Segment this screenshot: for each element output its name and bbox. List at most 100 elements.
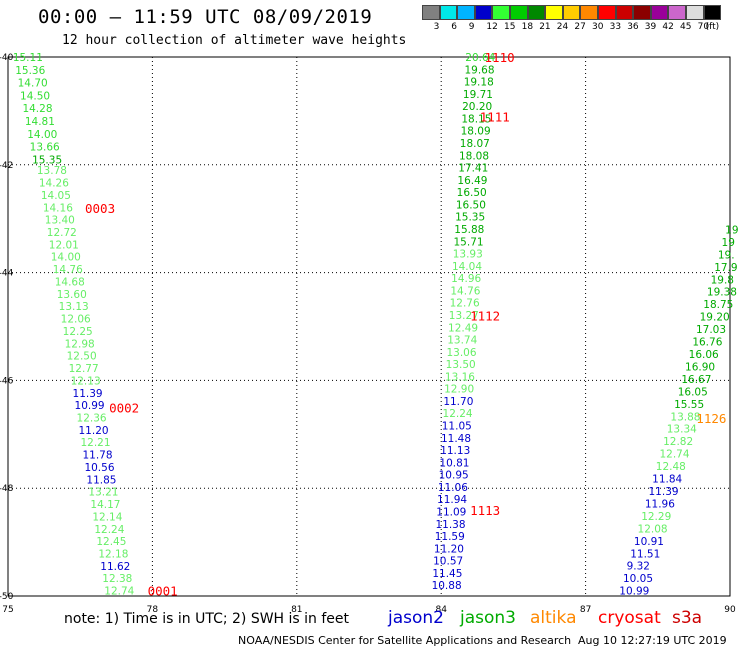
swh-value: 18.75 bbox=[703, 299, 733, 311]
swh-value: 11.59 bbox=[435, 531, 465, 543]
swh-value: 12.13 bbox=[71, 375, 101, 387]
colorbar-label: 27 bbox=[574, 22, 586, 32]
plot-frame bbox=[7, 56, 731, 597]
swh-value: 19.18 bbox=[464, 77, 494, 89]
time-label: 1113 bbox=[470, 503, 500, 518]
swh-value: 14.96 bbox=[451, 273, 481, 285]
swh-value: 13.74 bbox=[447, 335, 477, 347]
swh-value: 19.20 bbox=[700, 312, 730, 324]
colorbar-label: 15 bbox=[504, 22, 516, 32]
swh-value: 10.99 bbox=[619, 586, 649, 598]
swh-value: 12.49 bbox=[448, 322, 478, 334]
swh-value: 15.36 bbox=[15, 65, 45, 77]
swh-value: 18.08 bbox=[459, 150, 489, 162]
colorbar-swatch bbox=[492, 5, 510, 20]
swh-value: 12.76 bbox=[450, 298, 480, 310]
swh-value: 13.21 bbox=[88, 487, 118, 499]
swh-value: 13.40 bbox=[45, 215, 75, 227]
colorbar-swatch bbox=[580, 5, 598, 20]
x-tick-label: 84 bbox=[435, 605, 447, 615]
swh-value: 10.05 bbox=[623, 573, 653, 585]
swh-value: 16.50 bbox=[457, 187, 487, 199]
swh-value: 14.26 bbox=[39, 178, 69, 190]
swh-value: 14.81 bbox=[25, 116, 55, 128]
y-tick-label: -42 bbox=[0, 161, 13, 171]
swh-value: 16.67 bbox=[681, 374, 711, 386]
swh-value: 13.66 bbox=[30, 142, 60, 154]
colorbar-swatch bbox=[545, 5, 563, 20]
swh-value: 13.50 bbox=[446, 359, 476, 371]
swh-value: 12.82 bbox=[663, 436, 693, 448]
colorbar-swatch bbox=[422, 5, 440, 20]
time-label: 1111 bbox=[480, 109, 510, 124]
swh-value: 16.05 bbox=[678, 386, 708, 398]
swh-value: 11.70 bbox=[443, 396, 473, 408]
swh-value: 13.60 bbox=[57, 289, 87, 301]
swh-value: 10.81 bbox=[439, 457, 469, 469]
swh-value: 11.48 bbox=[441, 433, 471, 445]
swh-value: 13.06 bbox=[446, 347, 476, 359]
swh-value: 10.56 bbox=[84, 462, 114, 474]
swh-value: 12.06 bbox=[61, 314, 91, 326]
x-tick-label: 78 bbox=[147, 605, 159, 615]
colorbar-label: 21 bbox=[539, 22, 551, 32]
swh-value: 19.71 bbox=[463, 89, 493, 101]
swh-value: 14.68 bbox=[55, 276, 85, 288]
swh-value: 12.18 bbox=[98, 549, 128, 561]
colorbar-swatch bbox=[633, 5, 651, 20]
colorbar-swatch bbox=[686, 5, 704, 20]
swh-value: 13.78 bbox=[37, 165, 67, 177]
footer-note: note: 1) Time is in UTC; 2) SWH is in fe… bbox=[64, 611, 350, 627]
colorbar-swatch bbox=[527, 5, 546, 20]
swh-value: 14.16 bbox=[43, 202, 73, 214]
swh-value: 14.50 bbox=[20, 90, 50, 102]
swh-value: 11.13 bbox=[440, 445, 470, 457]
swh-value: 12.21 bbox=[80, 437, 110, 449]
y-tick-label: -46 bbox=[0, 376, 14, 386]
swh-value: 11.38 bbox=[435, 519, 465, 531]
colorbar-swatch bbox=[615, 5, 634, 20]
swh-value: 11.94 bbox=[437, 494, 467, 506]
colorbar-label: 33 bbox=[609, 22, 622, 32]
y-tick-label: -48 bbox=[0, 484, 14, 494]
colorbar-swatch bbox=[668, 5, 686, 20]
chart-subtitle: 12 hour collection of altimeter wave hei… bbox=[62, 33, 407, 48]
swh-value: 14.70 bbox=[18, 78, 48, 90]
colorbar-label: 36 bbox=[627, 22, 639, 32]
footer-credit: NOAA/NESDIS Center for Satellite Applica… bbox=[238, 634, 572, 647]
swh-value: 11.85 bbox=[86, 474, 116, 486]
swh-value: 11.39 bbox=[649, 486, 679, 498]
time-label: 0003 bbox=[85, 201, 115, 216]
swh-value: 14.17 bbox=[90, 499, 120, 511]
swh-value: 19.38 bbox=[707, 287, 737, 299]
colorbar-label: 9 bbox=[468, 22, 475, 32]
swh-value: 11.20 bbox=[79, 425, 109, 437]
swh-value: 12.29 bbox=[641, 511, 671, 523]
swh-value: 10.57 bbox=[433, 556, 463, 568]
time-label: 1110 bbox=[485, 50, 515, 65]
swh-value: 11.96 bbox=[645, 498, 675, 510]
swh-value: 14.05 bbox=[41, 190, 71, 202]
swh-value: 12.08 bbox=[638, 523, 668, 535]
swh-value: 17.9 bbox=[714, 262, 737, 274]
swh-value: 11.84 bbox=[652, 474, 682, 486]
colorbar-swatch bbox=[598, 5, 616, 20]
swh-value: 19 bbox=[725, 224, 738, 236]
swh-value: 15.35 bbox=[455, 212, 485, 224]
x-tick-label: 75 bbox=[2, 605, 13, 615]
swh-value: 10.91 bbox=[634, 536, 664, 548]
time-label: 1112 bbox=[470, 309, 500, 324]
swh-value: 13.13 bbox=[59, 301, 89, 313]
swh-value: 18.15 bbox=[461, 113, 491, 125]
swh-value: 13.93 bbox=[453, 249, 483, 261]
swh-value: 12.72 bbox=[47, 227, 77, 239]
colorbar-label: 18 bbox=[521, 22, 534, 32]
time-label: 0001 bbox=[148, 584, 178, 599]
swh-value: 13.34 bbox=[667, 424, 697, 436]
swh-value: 11.62 bbox=[100, 561, 130, 573]
time-label: 1126 bbox=[696, 411, 726, 426]
colorbar-swatch bbox=[510, 5, 528, 20]
swh-value: 16.06 bbox=[689, 349, 719, 361]
swh-value: 12.24 bbox=[443, 408, 473, 420]
